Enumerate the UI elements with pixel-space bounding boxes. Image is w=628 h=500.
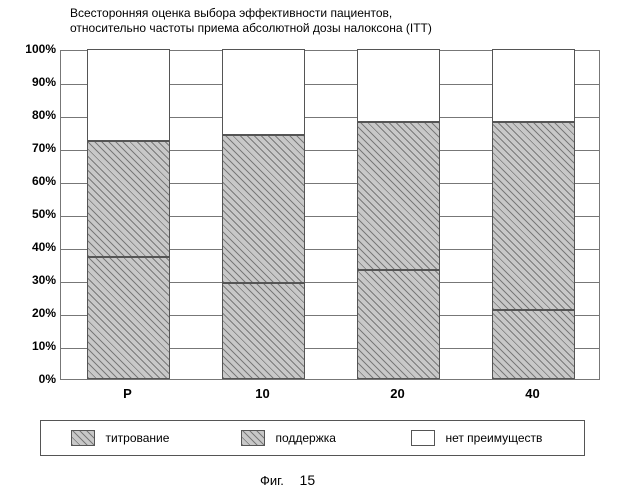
bar-segment-support	[87, 141, 171, 257]
ytick-label: 70%	[18, 141, 56, 155]
chart-title-line2: относительно частоты приема абсолютной д…	[70, 21, 432, 35]
category-label: 10	[195, 386, 330, 401]
ytick-label: 0%	[18, 372, 56, 386]
ytick-label: 50%	[18, 207, 56, 221]
ytick-label: 30%	[18, 273, 56, 287]
legend-swatch-titration	[71, 430, 95, 446]
bar-group	[492, 49, 576, 379]
ytick-label: 40%	[18, 240, 56, 254]
figure-number: 15	[300, 472, 316, 488]
chart-title-line1: Всесторонняя оценка выбора эффективности…	[70, 6, 392, 20]
ytick-label: 90%	[18, 75, 56, 89]
legend-label-titration: титрование	[105, 431, 169, 445]
legend: титрование поддержка нет преимуществ	[40, 420, 585, 456]
legend-item-support: поддержка	[241, 429, 336, 449]
bar-segment-titration	[87, 257, 171, 379]
bar-segment-support	[492, 122, 576, 310]
bar-segment-none	[222, 49, 306, 135]
bar-group	[87, 49, 171, 379]
bar-group	[222, 49, 306, 379]
ytick-label: 60%	[18, 174, 56, 188]
category-label: 20	[330, 386, 465, 401]
bar-segment-titration	[222, 283, 306, 379]
legend-swatch-support	[241, 430, 265, 446]
legend-label-support: поддержка	[275, 431, 335, 445]
legend-item-none: нет преимуществ	[411, 429, 542, 449]
category-label: P	[60, 386, 195, 401]
bar-segment-none	[492, 49, 576, 122]
bar-segment-titration	[492, 310, 576, 379]
figure-caption-prefix: Фиг.	[260, 473, 284, 488]
bar-segment-none	[357, 49, 441, 122]
legend-swatch-none	[411, 430, 435, 446]
figure-caption: Фиг. 15	[260, 472, 315, 488]
bar-segment-none	[87, 49, 171, 141]
bar-segment-titration	[357, 270, 441, 379]
ytick-label: 80%	[18, 108, 56, 122]
category-label: 40	[465, 386, 600, 401]
chart-title: Всесторонняя оценка выбора эффективности…	[70, 6, 432, 36]
plot-area	[60, 50, 600, 380]
bar-group	[357, 49, 441, 379]
ytick-label: 100%	[18, 42, 56, 56]
ytick-label: 10%	[18, 339, 56, 353]
ytick-label: 20%	[18, 306, 56, 320]
legend-item-titration: титрование	[71, 429, 169, 449]
bar-segment-support	[222, 135, 306, 284]
legend-label-none: нет преимуществ	[445, 431, 542, 445]
bar-segment-support	[357, 122, 441, 271]
